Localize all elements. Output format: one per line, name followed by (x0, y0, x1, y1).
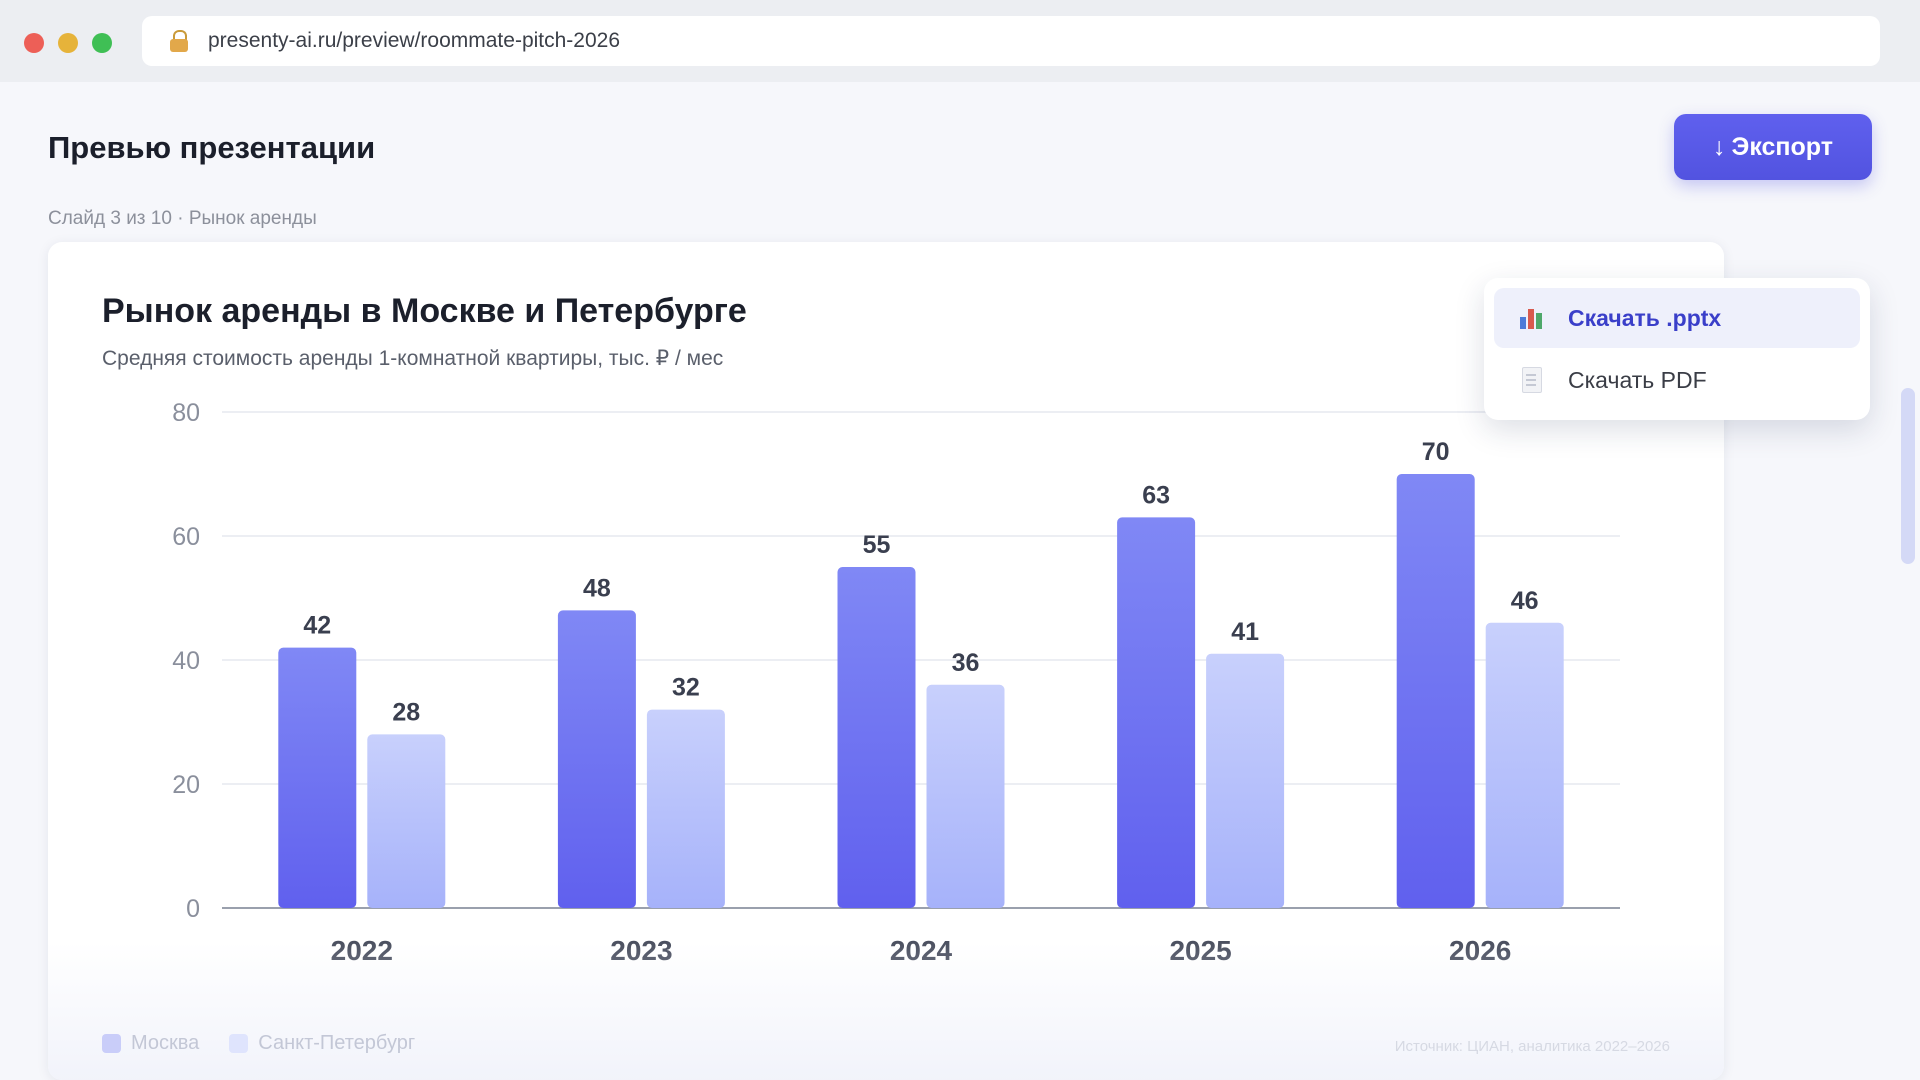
y-tick-label: 40 (172, 647, 200, 675)
page-scrollbar[interactable] (1898, 82, 1920, 1080)
bar-spb-2022 (367, 734, 446, 908)
data-label: 32 (672, 674, 700, 702)
bar-spb-2026 (1485, 622, 1564, 908)
y-tick-label: 20 (172, 771, 200, 799)
page-title: Превью презентации (48, 130, 376, 165)
bar-moscow-2026 (1396, 474, 1475, 908)
preview-page: Превью презентации Слайд 3 из 10 · Рынок… (0, 82, 1920, 1080)
legend-swatch (102, 1034, 121, 1053)
data-label: 42 (303, 612, 331, 640)
bar-moscow-2023 (557, 610, 636, 908)
document-icon (1518, 367, 1544, 393)
legend-label: Москва (131, 1032, 200, 1054)
bar-moscow-2025 (1117, 517, 1196, 908)
legend-item-spb: Санкт-Петербург (229, 1032, 415, 1055)
chart-subtitle: Средняя стоимость аренды 1-комнатной ква… (102, 347, 724, 370)
bar-chart: 0204060804228202248322023553620246341202… (172, 399, 1620, 966)
chart-title: Рынок аренды в Москве и Петербурге (102, 292, 747, 330)
data-label: 36 (952, 649, 980, 677)
download-pptx-label: Скачать .pptx (1568, 304, 1722, 331)
lock-icon (170, 30, 188, 52)
data-label: 41 (1231, 618, 1259, 646)
data-label: 46 (1511, 587, 1539, 615)
slide-counter: Слайд 3 из 10 · Рынок аренды (48, 208, 317, 229)
bar-spb-2024 (926, 684, 1005, 908)
chart-source: Источник: ЦИАН, аналитика 2022–2026 (1394, 1038, 1670, 1055)
chart-legend: Москва Санкт-Петербург (102, 1032, 415, 1055)
download-arrow-icon: ↓ (1713, 132, 1726, 161)
address-bar[interactable]: presenty-ai.ru/preview/roommate-pitch-20… (142, 16, 1880, 66)
bar-moscow-2022 (278, 647, 357, 908)
bar-spb-2023 (646, 709, 725, 908)
data-label: 55 (863, 531, 891, 559)
slide-bottom-fade (48, 942, 1724, 1080)
data-label: 63 (1142, 481, 1170, 509)
slide-preview: Рынок аренды в Москве и Петербурге Средн… (48, 242, 1724, 1080)
legend-item-moscow: Москва (102, 1032, 199, 1055)
y-tick-label: 60 (172, 523, 200, 551)
export-button[interactable]: ↓ Экспорт (1674, 114, 1872, 180)
legend-swatch (229, 1034, 249, 1053)
download-pptx-option[interactable]: Скачать .pptx (1494, 288, 1860, 348)
minimize-window-button[interactable] (58, 33, 78, 53)
download-pdf-label: Скачать PDF (1568, 366, 1707, 393)
y-tick-label: 0 (186, 895, 200, 923)
export-dropdown-menu: Скачать .pptx Скачать PDF (1484, 278, 1870, 420)
data-label: 70 (1422, 438, 1450, 466)
legend-label: Санкт-Петербург (258, 1032, 416, 1054)
bar-moscow-2024 (837, 567, 916, 908)
bar-spb-2025 (1206, 653, 1285, 908)
export-button-label: Экспорт (1731, 132, 1833, 161)
browser-chrome: presenty-ai.ru/preview/roommate-pitch-20… (0, 0, 1920, 82)
y-tick-label: 80 (172, 399, 200, 427)
data-label: 48 (583, 574, 611, 602)
url-text[interactable]: presenty-ai.ru/preview/roommate-pitch-20… (208, 29, 621, 52)
maximize-window-button[interactable] (92, 33, 112, 53)
close-window-button[interactable] (24, 33, 44, 53)
scrollbar-thumb[interactable] (1901, 388, 1915, 564)
chart-file-icon (1518, 305, 1544, 331)
download-pdf-option[interactable]: Скачать PDF (1494, 350, 1860, 410)
data-label: 28 (392, 698, 420, 726)
